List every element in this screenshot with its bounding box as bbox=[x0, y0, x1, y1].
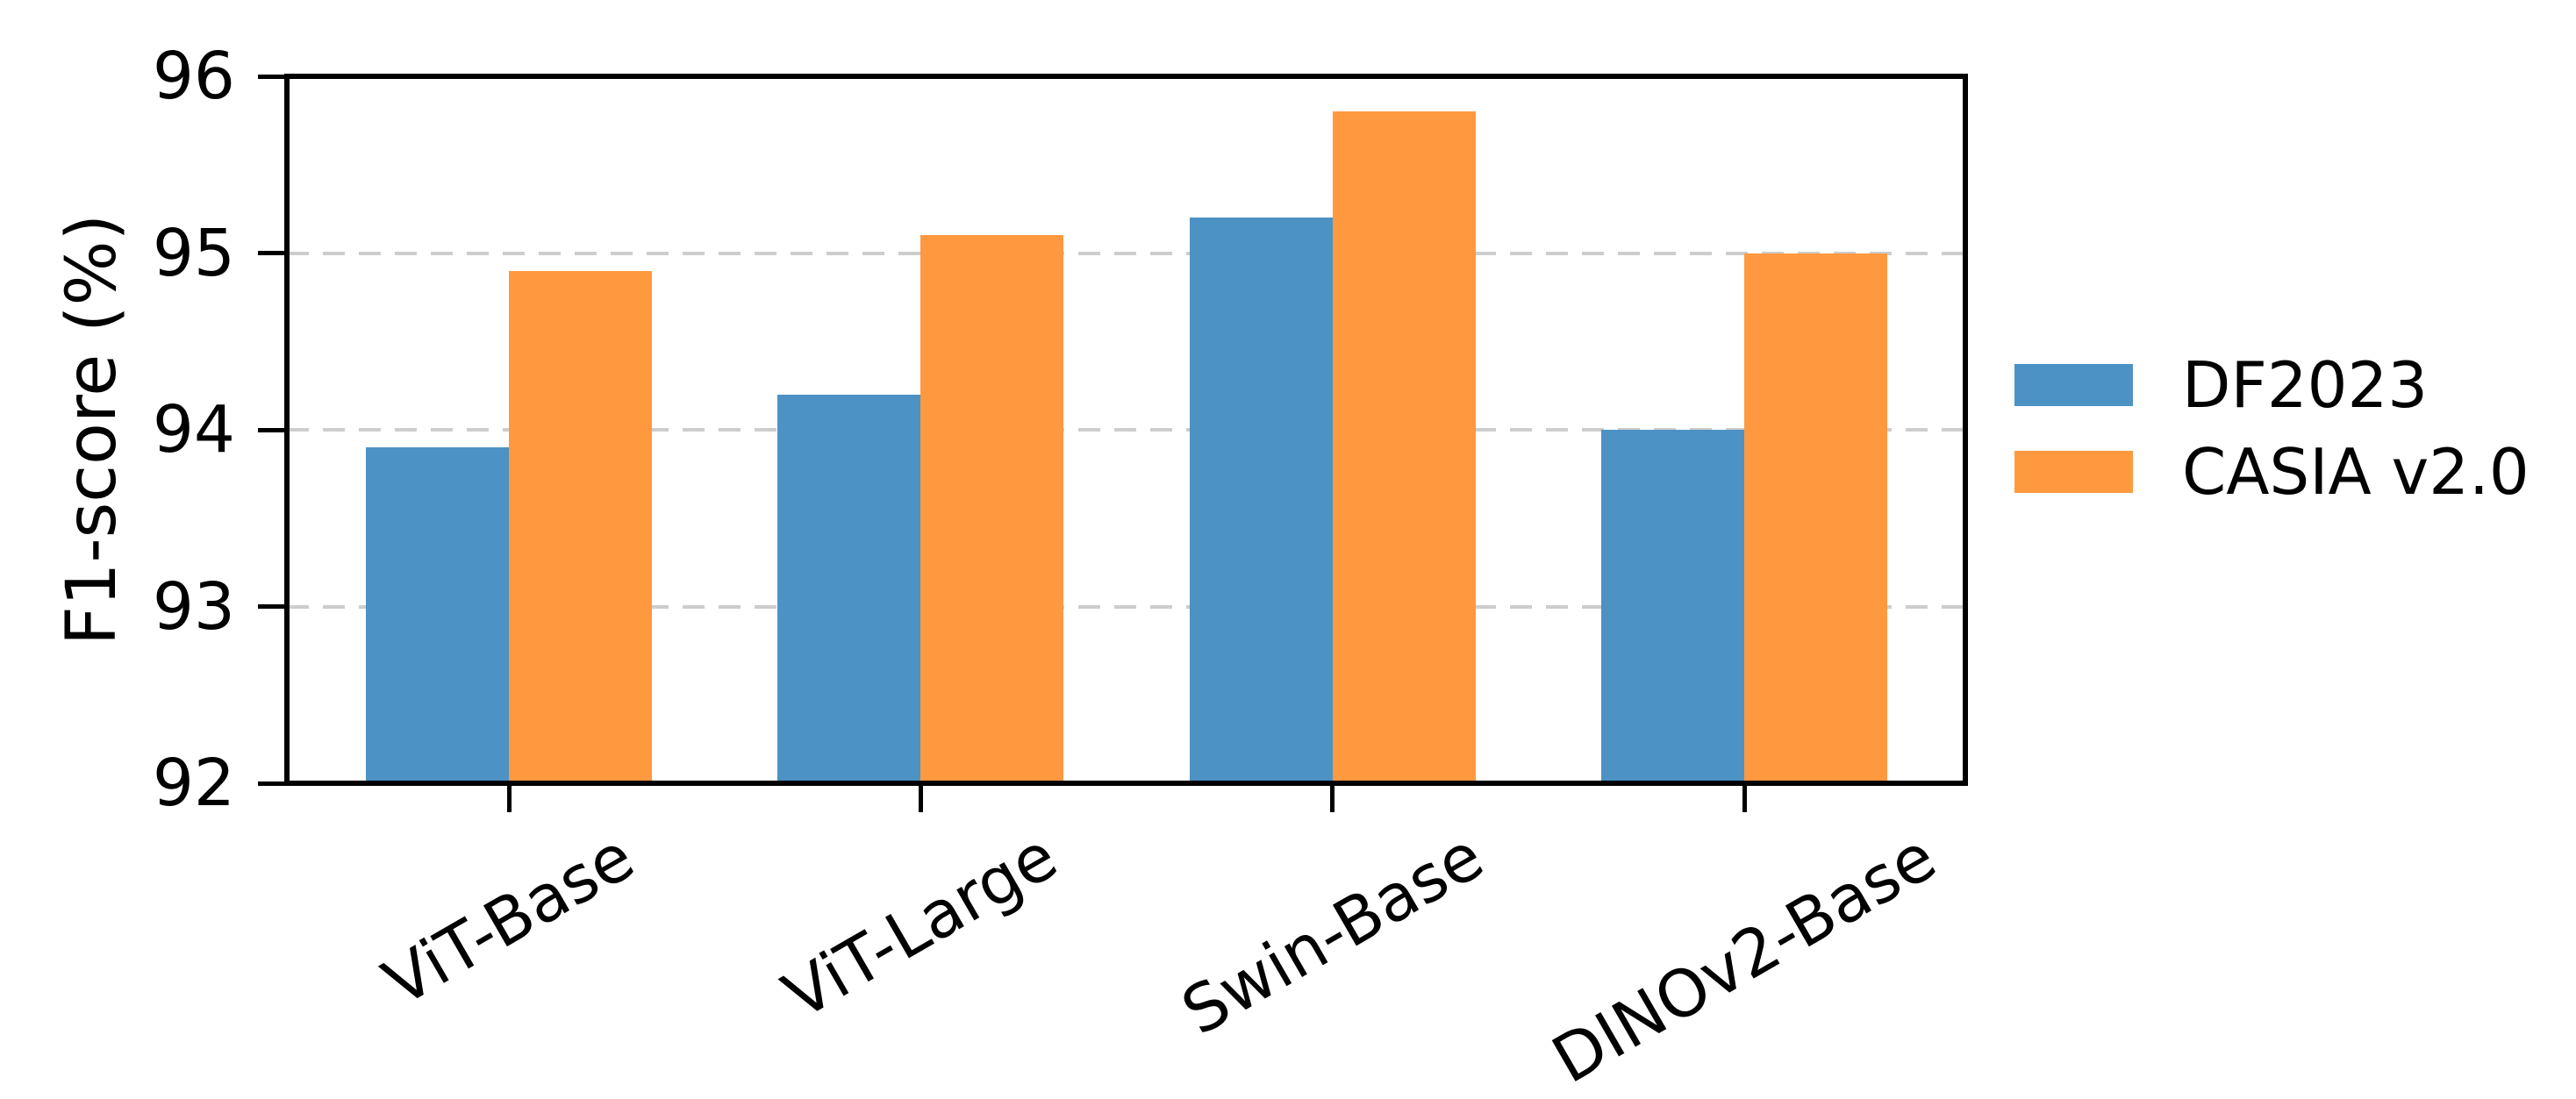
gridline-95 bbox=[287, 251, 1965, 255]
x-tick-dinov2-base bbox=[1742, 786, 1747, 812]
y-tick-96 bbox=[258, 74, 284, 79]
x-tick-label-swin-base: Swin-Base bbox=[1169, 818, 1496, 1051]
bar-df2023-swin-base bbox=[1189, 218, 1333, 783]
x-tick-vit-large bbox=[918, 786, 923, 812]
legend-swatch-df2023 bbox=[2014, 364, 2133, 406]
legend-label-casia-v2-0: CASIA v2.0 bbox=[2182, 435, 2529, 509]
x-tick-label-vit-base: ViT-Base bbox=[371, 818, 647, 1021]
y-tick-94 bbox=[258, 427, 284, 432]
y-tick-95 bbox=[258, 251, 284, 255]
y-tick-label-95: 95 bbox=[152, 215, 235, 291]
bar-casia-v2-0-dinov2-base bbox=[1744, 253, 1887, 783]
bar-df2023-vit-base bbox=[366, 447, 509, 783]
bar-casia-v2-0-vit-large bbox=[920, 235, 1064, 783]
legend-swatch-casia-v2-0 bbox=[2014, 451, 2133, 493]
y-tick-label-96: 96 bbox=[152, 39, 235, 114]
x-tick-vit-base bbox=[506, 786, 512, 812]
bar-casia-v2-0-swin-base bbox=[1332, 111, 1476, 783]
gridline-93 bbox=[287, 604, 1965, 609]
plot-frame bbox=[284, 74, 1968, 786]
x-tick-label-dinov2-base: DINOv2-Base bbox=[1540, 818, 1949, 1098]
gridline-94 bbox=[287, 428, 1965, 432]
legend-label-df2023: DF2023 bbox=[2182, 348, 2429, 422]
bar-df2023-vit-large bbox=[777, 394, 921, 783]
y-tick-92 bbox=[258, 781, 284, 786]
x-tick-label-vit-large: ViT-Large bbox=[771, 818, 1070, 1035]
y-tick-93 bbox=[258, 604, 284, 609]
x-tick-swin-base bbox=[1330, 786, 1335, 812]
y-tick-label-94: 94 bbox=[152, 392, 235, 467]
bar-df2023-dinov2-base bbox=[1601, 430, 1744, 783]
bar-casia-v2-0-vit-base bbox=[509, 270, 652, 783]
y-tick-label-93: 93 bbox=[152, 568, 235, 645]
y-tick-label-92: 92 bbox=[152, 746, 235, 821]
y-axis-label: F1-score (%) bbox=[53, 214, 132, 646]
